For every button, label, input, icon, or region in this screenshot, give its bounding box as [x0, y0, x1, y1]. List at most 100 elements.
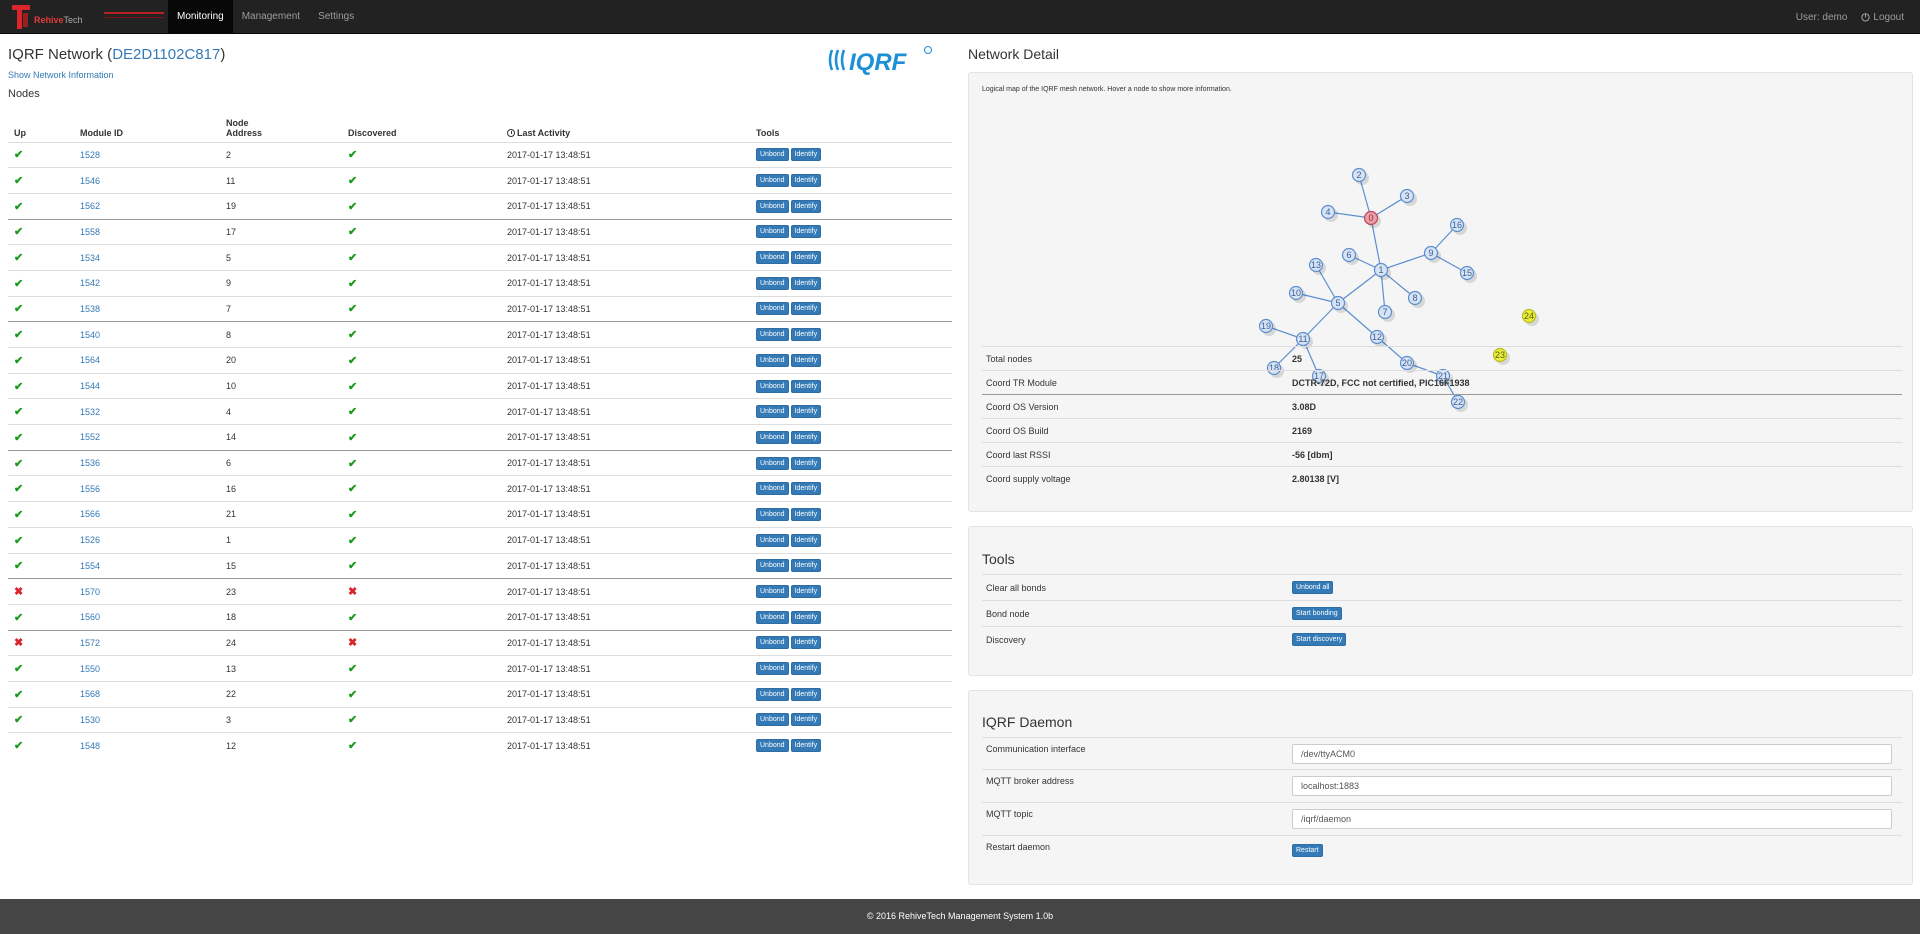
mesh-node-12[interactable]: 12: [1369, 329, 1388, 348]
network-id-link[interactable]: DE2D1102C817: [112, 46, 221, 63]
identify-button[interactable]: Identify: [790, 251, 822, 265]
unbond-button[interactable]: Unbond: [756, 662, 789, 676]
col-header-last-activity[interactable]: Last Activity: [501, 110, 750, 143]
module-id-link[interactable]: 1568: [80, 689, 101, 700]
module-id-link[interactable]: 1556: [80, 483, 101, 494]
module-id-link[interactable]: 1570: [80, 586, 101, 597]
unbond-button[interactable]: Unbond: [756, 379, 789, 393]
unbond-button[interactable]: Unbond: [756, 328, 789, 342]
col-header-node-address[interactable]: Node Address: [220, 110, 342, 143]
module-id-link[interactable]: 1532: [80, 406, 101, 417]
identify-button[interactable]: Identify: [790, 174, 822, 188]
unbond-button[interactable]: Unbond: [756, 276, 789, 290]
comm-interface-input[interactable]: /dev/ttyACM0: [1292, 743, 1892, 764]
brand[interactable]: RehiveTech: [8, 3, 168, 31]
identify-button[interactable]: Identify: [790, 662, 822, 676]
module-id-link[interactable]: 1548: [80, 740, 101, 751]
module-id-link[interactable]: 1560: [80, 612, 101, 623]
unbond-button[interactable]: Unbond: [756, 251, 789, 265]
mesh-node-6[interactable]: 6: [1341, 247, 1360, 266]
identify-button[interactable]: Identify: [790, 328, 822, 342]
unbond-button[interactable]: Unbond: [756, 482, 789, 496]
unbond-button[interactable]: Unbond: [756, 148, 789, 162]
mqtt-topic-input[interactable]: /iqrf/daemon: [1292, 809, 1892, 829]
start-bonding-button[interactable]: Start bonding: [1292, 607, 1342, 620]
unbond-button[interactable]: Unbond: [756, 610, 789, 624]
unbond-button[interactable]: Unbond: [756, 559, 789, 573]
col-header-module-id[interactable]: Module ID: [74, 110, 220, 143]
restart-button[interactable]: Restart: [1292, 844, 1323, 858]
unbond-button[interactable]: Unbond: [756, 507, 789, 521]
identify-button[interactable]: Identify: [790, 482, 822, 496]
unbond-button[interactable]: Unbond: [756, 430, 789, 444]
unbond-button[interactable]: Unbond: [756, 585, 789, 599]
module-id-link[interactable]: 1550: [80, 663, 101, 674]
unbond-button[interactable]: Unbond: [756, 174, 789, 188]
mesh-node-13[interactable]: 13: [1308, 257, 1327, 276]
mesh-node-4[interactable]: 4: [1320, 204, 1339, 223]
identify-button[interactable]: Identify: [790, 533, 822, 547]
mqtt-broker-input[interactable]: localhost:1883: [1292, 776, 1892, 796]
module-id-link[interactable]: 1536: [80, 458, 101, 469]
identify-button[interactable]: Identify: [790, 405, 822, 419]
identify-button[interactable]: Identify: [790, 559, 822, 573]
identify-button[interactable]: Identify: [790, 713, 822, 727]
identify-button[interactable]: Identify: [790, 739, 822, 753]
mesh-node-8[interactable]: 8: [1407, 290, 1426, 309]
show-network-info-link[interactable]: Show Network Information: [8, 70, 114, 80]
module-id-link[interactable]: 1558: [80, 226, 101, 237]
col-header-up[interactable]: Up: [8, 110, 74, 143]
module-id-link[interactable]: 1554: [80, 560, 101, 571]
unbond-all-button[interactable]: Unbond all: [1292, 581, 1334, 594]
unbond-button[interactable]: Unbond: [756, 456, 789, 470]
module-id-link[interactable]: 1534: [80, 252, 101, 263]
identify-button[interactable]: Identify: [790, 585, 822, 599]
module-id-link[interactable]: 1552: [80, 432, 101, 443]
identify-button[interactable]: Identify: [790, 379, 822, 393]
module-id-link[interactable]: 1546: [80, 175, 101, 186]
logout-link[interactable]: Logout: [1861, 12, 1904, 23]
mesh-node-9[interactable]: 9: [1423, 245, 1442, 264]
module-id-link[interactable]: 1562: [80, 201, 101, 212]
mesh-node-1[interactable]: 1: [1373, 262, 1392, 281]
unbond-button[interactable]: Unbond: [756, 302, 789, 316]
mesh-node-16[interactable]: 16: [1449, 217, 1468, 236]
identify-button[interactable]: Identify: [790, 507, 822, 521]
mesh-node-11[interactable]: 11: [1295, 331, 1314, 350]
module-id-link[interactable]: 1540: [80, 329, 101, 340]
identify-button[interactable]: Identify: [790, 148, 822, 162]
mesh-node-2[interactable]: 2: [1351, 167, 1370, 186]
mesh-node-3[interactable]: 3: [1399, 188, 1418, 207]
unbond-button[interactable]: Unbond: [756, 353, 789, 367]
mesh-node-15[interactable]: 15: [1459, 265, 1478, 284]
identify-button[interactable]: Identify: [790, 687, 822, 701]
module-id-link[interactable]: 1538: [80, 303, 101, 314]
module-id-link[interactable]: 1530: [80, 714, 101, 725]
unbond-button[interactable]: Unbond: [756, 687, 789, 701]
identify-button[interactable]: Identify: [790, 636, 822, 650]
mesh-node-19[interactable]: 19: [1258, 318, 1277, 337]
module-id-link[interactable]: 1528: [80, 149, 101, 160]
mesh-node-7[interactable]: 7: [1377, 304, 1396, 323]
module-id-link[interactable]: 1544: [80, 381, 101, 392]
unbond-button[interactable]: Unbond: [756, 225, 789, 239]
mesh-node-0[interactable]: 0: [1363, 210, 1382, 229]
module-id-link[interactable]: 1526: [80, 535, 101, 546]
mesh-node-10[interactable]: 10: [1288, 285, 1307, 304]
identify-button[interactable]: Identify: [790, 353, 822, 367]
module-id-link[interactable]: 1542: [80, 278, 101, 289]
start-discovery-button[interactable]: Start discovery: [1292, 633, 1347, 647]
module-id-link[interactable]: 1566: [80, 509, 101, 520]
identify-button[interactable]: Identify: [790, 225, 822, 239]
unbond-button[interactable]: Unbond: [756, 636, 789, 650]
nav-management[interactable]: Management: [241, 11, 301, 22]
unbond-button[interactable]: Unbond: [756, 533, 789, 547]
identify-button[interactable]: Identify: [790, 276, 822, 290]
module-id-link[interactable]: 1564: [80, 355, 101, 366]
unbond-button[interactable]: Unbond: [756, 405, 789, 419]
user-label[interactable]: User: demo: [1795, 11, 1848, 23]
col-header-discovered[interactable]: Discovered: [342, 110, 501, 143]
identify-button[interactable]: Identify: [790, 199, 822, 213]
nav-settings[interactable]: Settings: [318, 11, 355, 22]
identify-button[interactable]: Identify: [790, 302, 822, 316]
